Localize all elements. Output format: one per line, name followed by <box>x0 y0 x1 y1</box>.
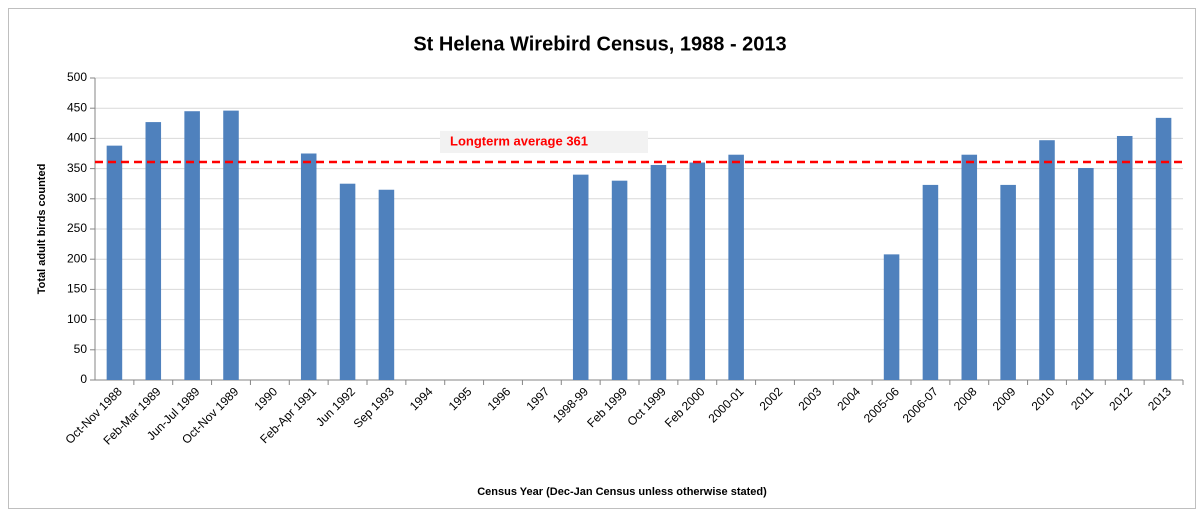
bar <box>223 110 239 380</box>
bar <box>1155 117 1172 380</box>
annotation-box <box>440 130 648 153</box>
x-axis-title: Census Year (Dec-Jan Census unless other… <box>477 486 767 498</box>
bar <box>961 154 978 380</box>
y-tick-label: 150 <box>67 282 87 296</box>
bar <box>145 122 162 380</box>
bar <box>922 184 939 380</box>
bar <box>1000 184 1016 380</box>
chart-frame <box>8 8 1196 509</box>
y-tick-label: 250 <box>67 221 87 235</box>
bar <box>339 183 356 380</box>
y-tick-label: 200 <box>67 251 87 265</box>
bar <box>572 174 589 380</box>
y-tick-label: 0 <box>80 372 87 386</box>
bar <box>184 111 200 380</box>
bar <box>106 145 123 380</box>
bar <box>1039 140 1055 380</box>
bar <box>883 254 900 380</box>
bar <box>728 154 744 380</box>
bar <box>689 162 706 380</box>
bar <box>1078 167 1094 380</box>
annotation: Longterm average 361 <box>450 133 588 148</box>
bar <box>1116 135 1133 380</box>
y-axis-title: Total adult birds counted <box>36 164 48 295</box>
y-tick-label: 100 <box>67 312 87 326</box>
bar <box>650 164 667 380</box>
y-tick-label: 450 <box>67 100 87 114</box>
y-tick-label: 350 <box>67 161 87 175</box>
y-tick-label: 300 <box>67 191 87 205</box>
chart-title: St Helena Wirebird Census, 1988 - 2013 <box>413 33 786 55</box>
y-tick-label: 400 <box>67 131 87 145</box>
y-tick-label: 500 <box>67 70 87 84</box>
bar <box>378 189 395 380</box>
y-tick-label: 50 <box>74 342 88 356</box>
bar <box>300 153 317 380</box>
bar <box>611 180 628 380</box>
